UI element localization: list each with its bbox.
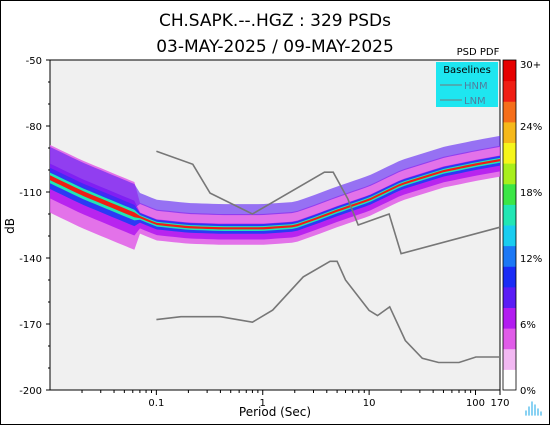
colorbar-segment (503, 204, 516, 226)
colorbar-segment (503, 60, 516, 82)
pdf-density-cloud (50, 135, 500, 250)
colorbar-segment (503, 163, 516, 185)
baseline-hnm-line (156, 150, 501, 255)
y-tick-label-4: -170 (19, 320, 42, 331)
colorbar-tick-label-2: 18% (520, 188, 542, 199)
colorbar-segment (503, 328, 516, 350)
x-axis-label: Period (Sec) (239, 405, 311, 419)
colorbar-segment (503, 245, 516, 267)
colorbar-segment (503, 286, 516, 308)
y-axis-label: dB (3, 218, 17, 234)
y-tick-label-1: -80 (26, 122, 42, 133)
colorbar-tick-label-5: 0% (520, 386, 536, 397)
y-tick-label-0: -50 (26, 56, 42, 67)
y-tick-label-2: -110 (19, 188, 42, 199)
colorbar-tick-label-0: 30+ (520, 60, 541, 71)
colorbar-tick-label-3: 12% (520, 254, 542, 265)
colorbar-segment (503, 348, 516, 370)
chart-title-line2: 03-MAY-2025 / 09-MAY-2025 (156, 37, 394, 57)
logo-icon (523, 398, 545, 420)
colorbar-segment (503, 80, 516, 102)
colorbar-tick-label-1: 24% (520, 122, 542, 133)
colorbar-segment (503, 101, 516, 123)
baseline-curves (156, 150, 501, 364)
colorbar: 30+ 24% 18% 12% 6% 0% (502, 59, 542, 397)
colorbar-segment (503, 183, 516, 205)
colorbar-segment (503, 142, 516, 164)
colorbar-segment (503, 121, 516, 143)
axes: 0.1 1 10 100 170 -50 -80 -110 -140 -170 -200 (19, 56, 509, 409)
colorbar-segment (503, 225, 516, 247)
baseline-lnm-line (156, 260, 500, 364)
x-tick-label-2: 10 (363, 398, 376, 409)
baselines-legend: Baselines HNM LNM (436, 62, 498, 107)
colorbar-segment (503, 266, 516, 288)
y-tick-label-5: -200 (19, 386, 42, 397)
legend-hnm-label: HNM (464, 81, 488, 92)
colorbar-title: PSD PDF (457, 47, 500, 58)
colorbar-segment (503, 369, 516, 391)
x-tick-label-3: 100 (466, 398, 485, 409)
x-tick-label-0: 0.1 (148, 398, 164, 409)
legend-title: Baselines (443, 65, 491, 76)
x-tick-label-1: 1 (260, 398, 266, 409)
colorbar-segment (503, 307, 516, 329)
colorbar-border (502, 59, 517, 391)
x-tick-label-4: 170 (490, 398, 509, 409)
chart-title-line1: CH.SAPK.--.HGZ : 329 PSDs (159, 11, 391, 31)
legend-lnm-label: LNM (464, 96, 486, 107)
y-tick-label-3: -140 (19, 254, 42, 265)
colorbar-tick-label-4: 6% (520, 320, 536, 331)
